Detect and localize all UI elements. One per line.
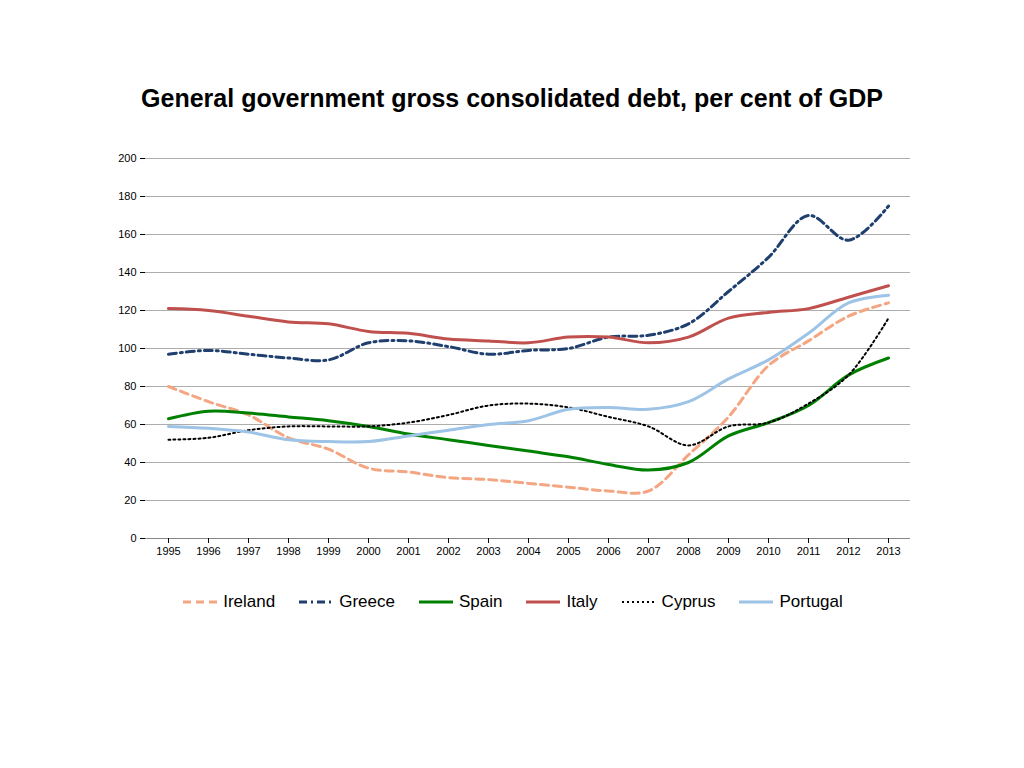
svg-text:2001: 2001 xyxy=(396,545,420,557)
svg-text:2004: 2004 xyxy=(516,545,540,557)
svg-text:120: 120 xyxy=(118,304,136,316)
svg-text:2009: 2009 xyxy=(716,545,740,557)
svg-text:1998: 1998 xyxy=(276,545,300,557)
svg-text:1996: 1996 xyxy=(196,545,220,557)
svg-text:20: 20 xyxy=(124,494,136,506)
svg-text:2005: 2005 xyxy=(556,545,580,557)
html-text:Ireland: Ireland xyxy=(223,592,276,611)
html-text:Cyprus: Cyprus xyxy=(661,592,716,611)
svg-text:2010: 2010 xyxy=(756,545,780,557)
svg-text:2007: 2007 xyxy=(636,545,660,557)
svg-text:0: 0 xyxy=(130,532,136,544)
html-text:Spain: Spain xyxy=(458,592,503,611)
svg-text:140: 140 xyxy=(118,266,136,278)
svg-text:1997: 1997 xyxy=(236,545,260,557)
html-text:General government gross conso: General government gross consolidated de… xyxy=(141,84,883,112)
svg-text:2008: 2008 xyxy=(676,545,700,557)
html-text:Portugal: Portugal xyxy=(779,592,843,611)
svg-text:80: 80 xyxy=(124,380,136,392)
svg-text:2013: 2013 xyxy=(876,545,900,557)
svg-text:60: 60 xyxy=(124,418,136,430)
svg-text:2011: 2011 xyxy=(797,545,821,557)
svg-text:160: 160 xyxy=(118,228,136,240)
svg-text:2003: 2003 xyxy=(476,545,500,557)
svg-text:2000: 2000 xyxy=(356,545,380,557)
svg-text:1999: 1999 xyxy=(316,545,340,557)
svg-text:2002: 2002 xyxy=(436,545,460,557)
svg-text:180: 180 xyxy=(118,190,136,202)
svg-text:100: 100 xyxy=(118,342,136,354)
svg-text:200: 200 xyxy=(118,152,136,164)
svg-text:2012: 2012 xyxy=(836,545,860,557)
svg-text:1995: 1995 xyxy=(156,545,180,557)
html-text:Greece: Greece xyxy=(339,592,395,611)
html-text:Italy: Italy xyxy=(566,592,598,611)
svg-text:2006: 2006 xyxy=(596,545,620,557)
svg-text:40: 40 xyxy=(124,456,136,468)
